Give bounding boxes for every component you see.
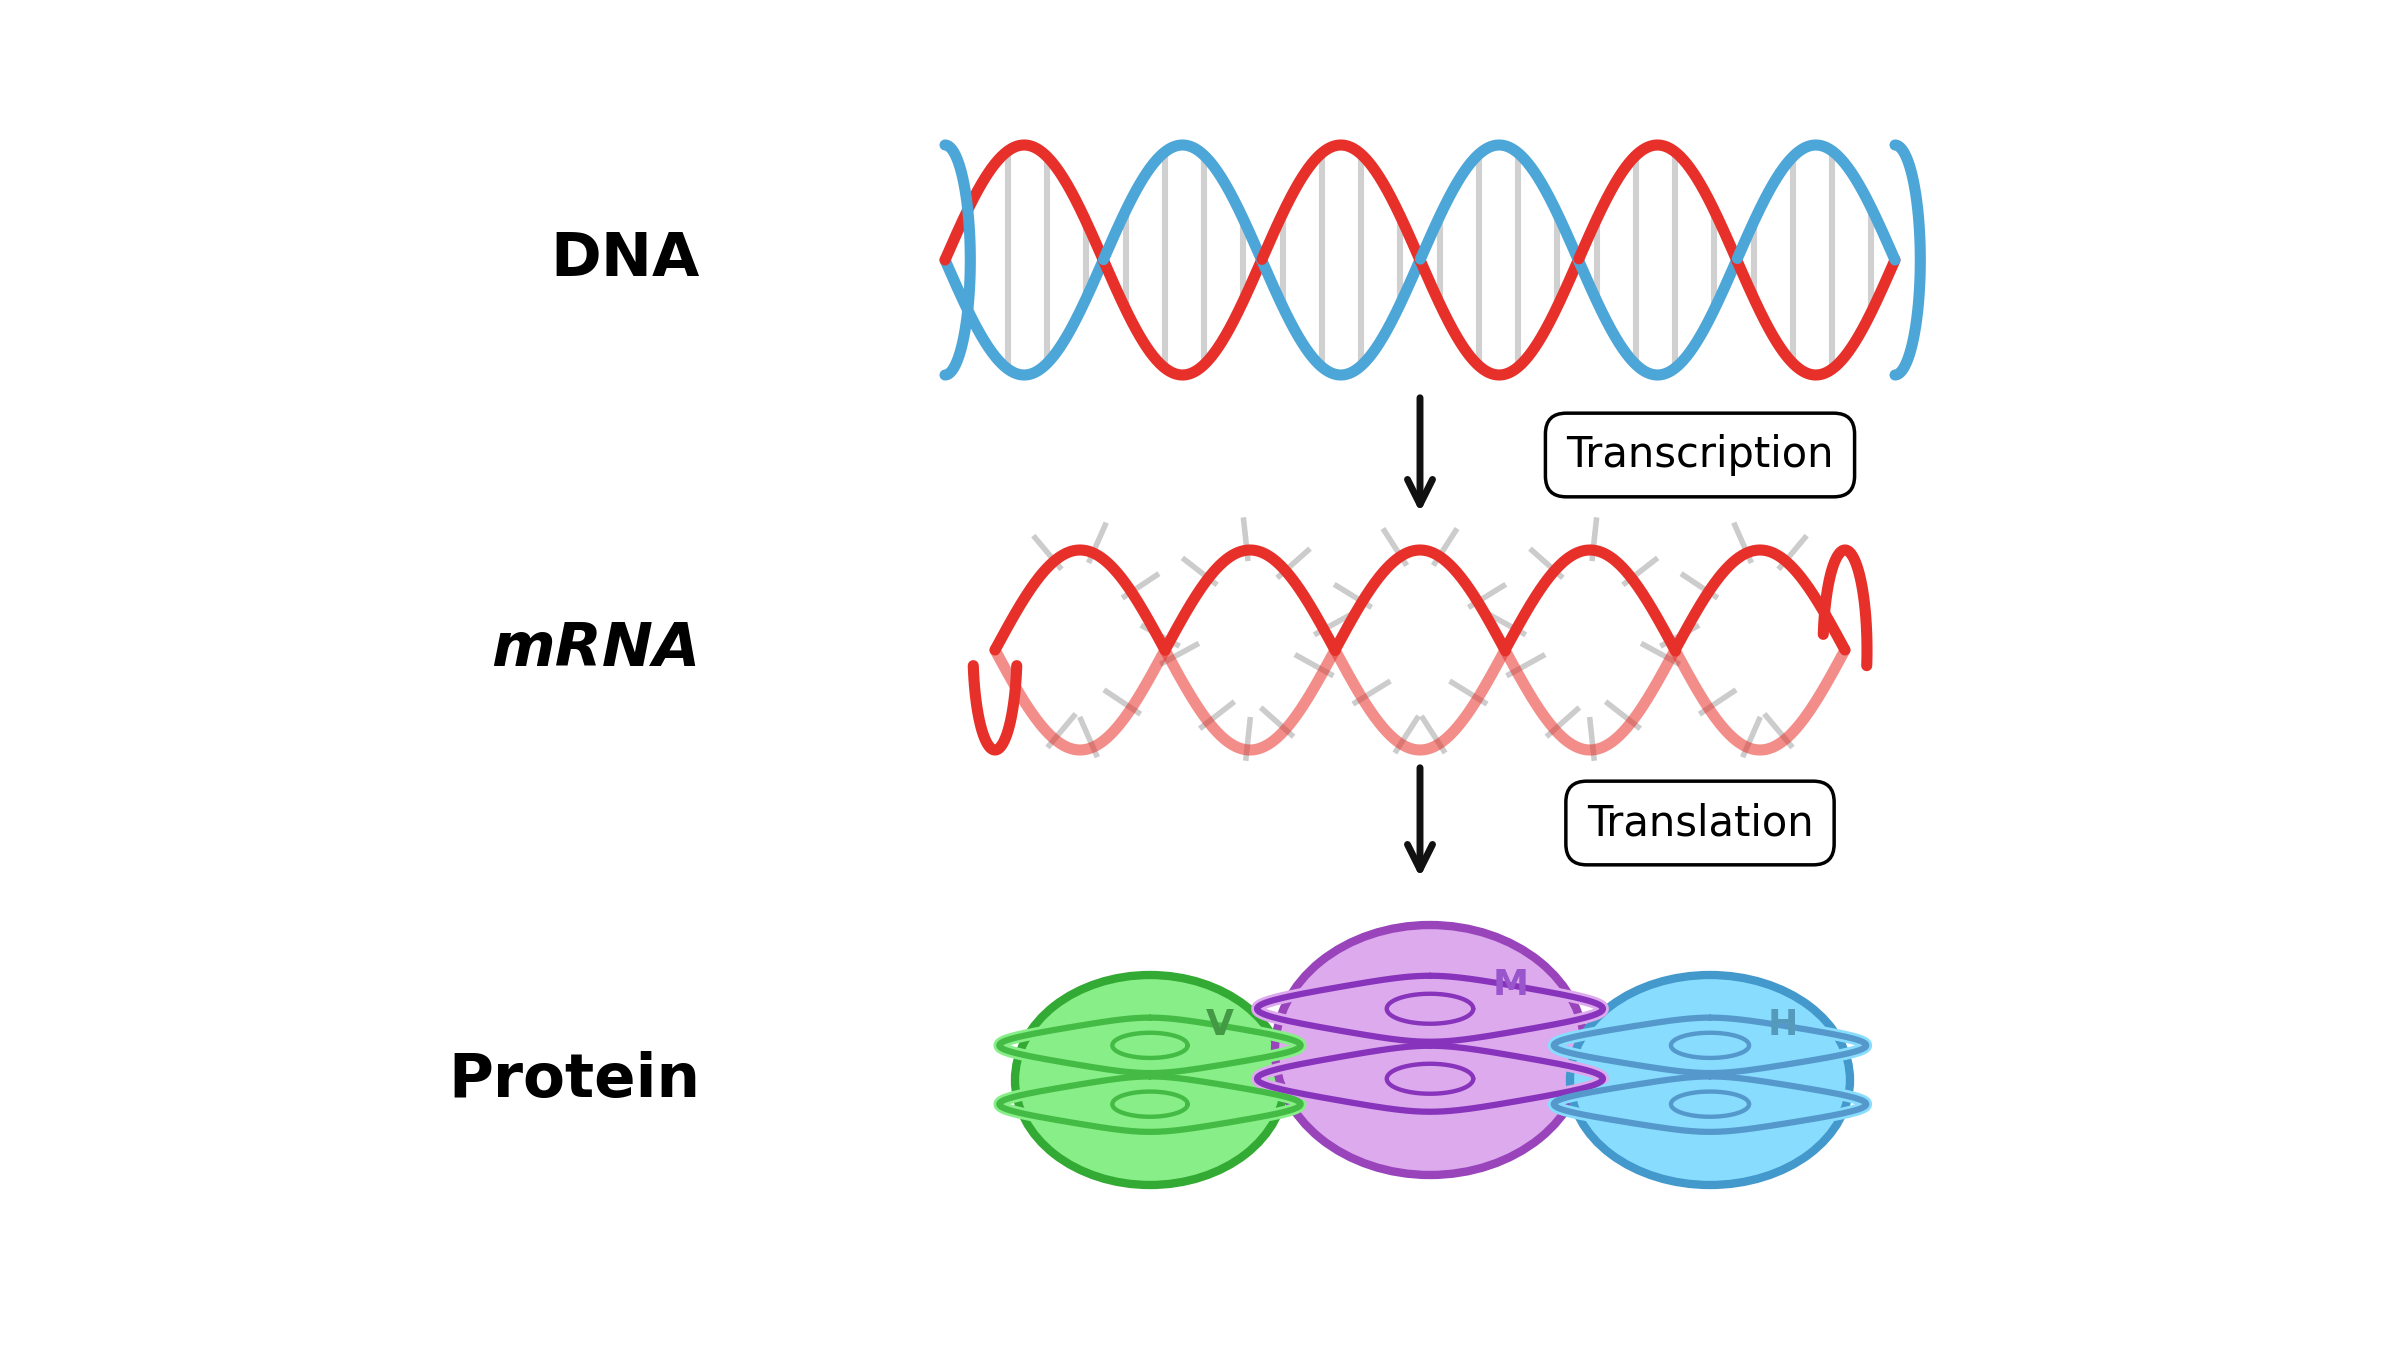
Text: V: V [1207, 1008, 1234, 1042]
Text: Translation: Translation [1586, 802, 1814, 844]
Text: Transcription: Transcription [1567, 433, 1834, 477]
Text: H: H [1769, 1008, 1798, 1042]
Text: mRNA: mRNA [490, 621, 701, 679]
Text: Protein: Protein [449, 1050, 701, 1110]
Ellipse shape [1570, 975, 1850, 1185]
Text: DNA: DNA [550, 231, 701, 289]
Ellipse shape [1274, 925, 1584, 1174]
Text: M: M [1493, 968, 1529, 1002]
Ellipse shape [1015, 975, 1284, 1185]
